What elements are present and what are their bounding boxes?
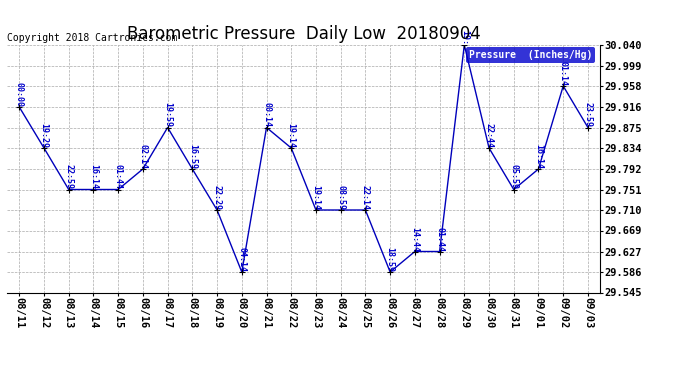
Text: 16:14: 16:14 [89, 165, 98, 189]
Text: 19:: 19: [460, 30, 469, 45]
Text: 16:14: 16:14 [534, 144, 543, 169]
Text: 02:14: 02:14 [139, 144, 148, 169]
Text: 19:14: 19:14 [311, 185, 320, 210]
Text: 05:59: 05:59 [509, 165, 518, 189]
Text: 01:44: 01:44 [435, 226, 444, 252]
Text: 08:59: 08:59 [336, 185, 345, 210]
Text: 23:59: 23:59 [584, 102, 593, 128]
Text: 19:59: 19:59 [163, 102, 172, 128]
Text: 19:29: 19:29 [39, 123, 48, 148]
Title: Barometric Pressure  Daily Low  20180904: Barometric Pressure Daily Low 20180904 [127, 26, 480, 44]
Text: 01:14: 01:14 [559, 61, 568, 86]
Text: 19:14: 19:14 [287, 123, 296, 148]
Text: 16:59: 16:59 [188, 144, 197, 169]
Text: 14:44: 14:44 [411, 226, 420, 252]
Text: 22:29: 22:29 [213, 185, 221, 210]
Text: 18:59: 18:59 [386, 247, 395, 272]
Text: 04:14: 04:14 [237, 247, 246, 272]
Legend: Pressure  (Inches/Hg): Pressure (Inches/Hg) [466, 47, 595, 63]
Text: 22:44: 22:44 [484, 123, 493, 148]
Text: 00:00: 00:00 [14, 82, 23, 107]
Text: 22:14: 22:14 [361, 185, 370, 210]
Text: 01:44: 01:44 [114, 165, 123, 189]
Text: 22:59: 22:59 [64, 165, 73, 189]
Text: 00:14: 00:14 [262, 102, 271, 128]
Text: Copyright 2018 Cartronics.com: Copyright 2018 Cartronics.com [7, 33, 177, 42]
